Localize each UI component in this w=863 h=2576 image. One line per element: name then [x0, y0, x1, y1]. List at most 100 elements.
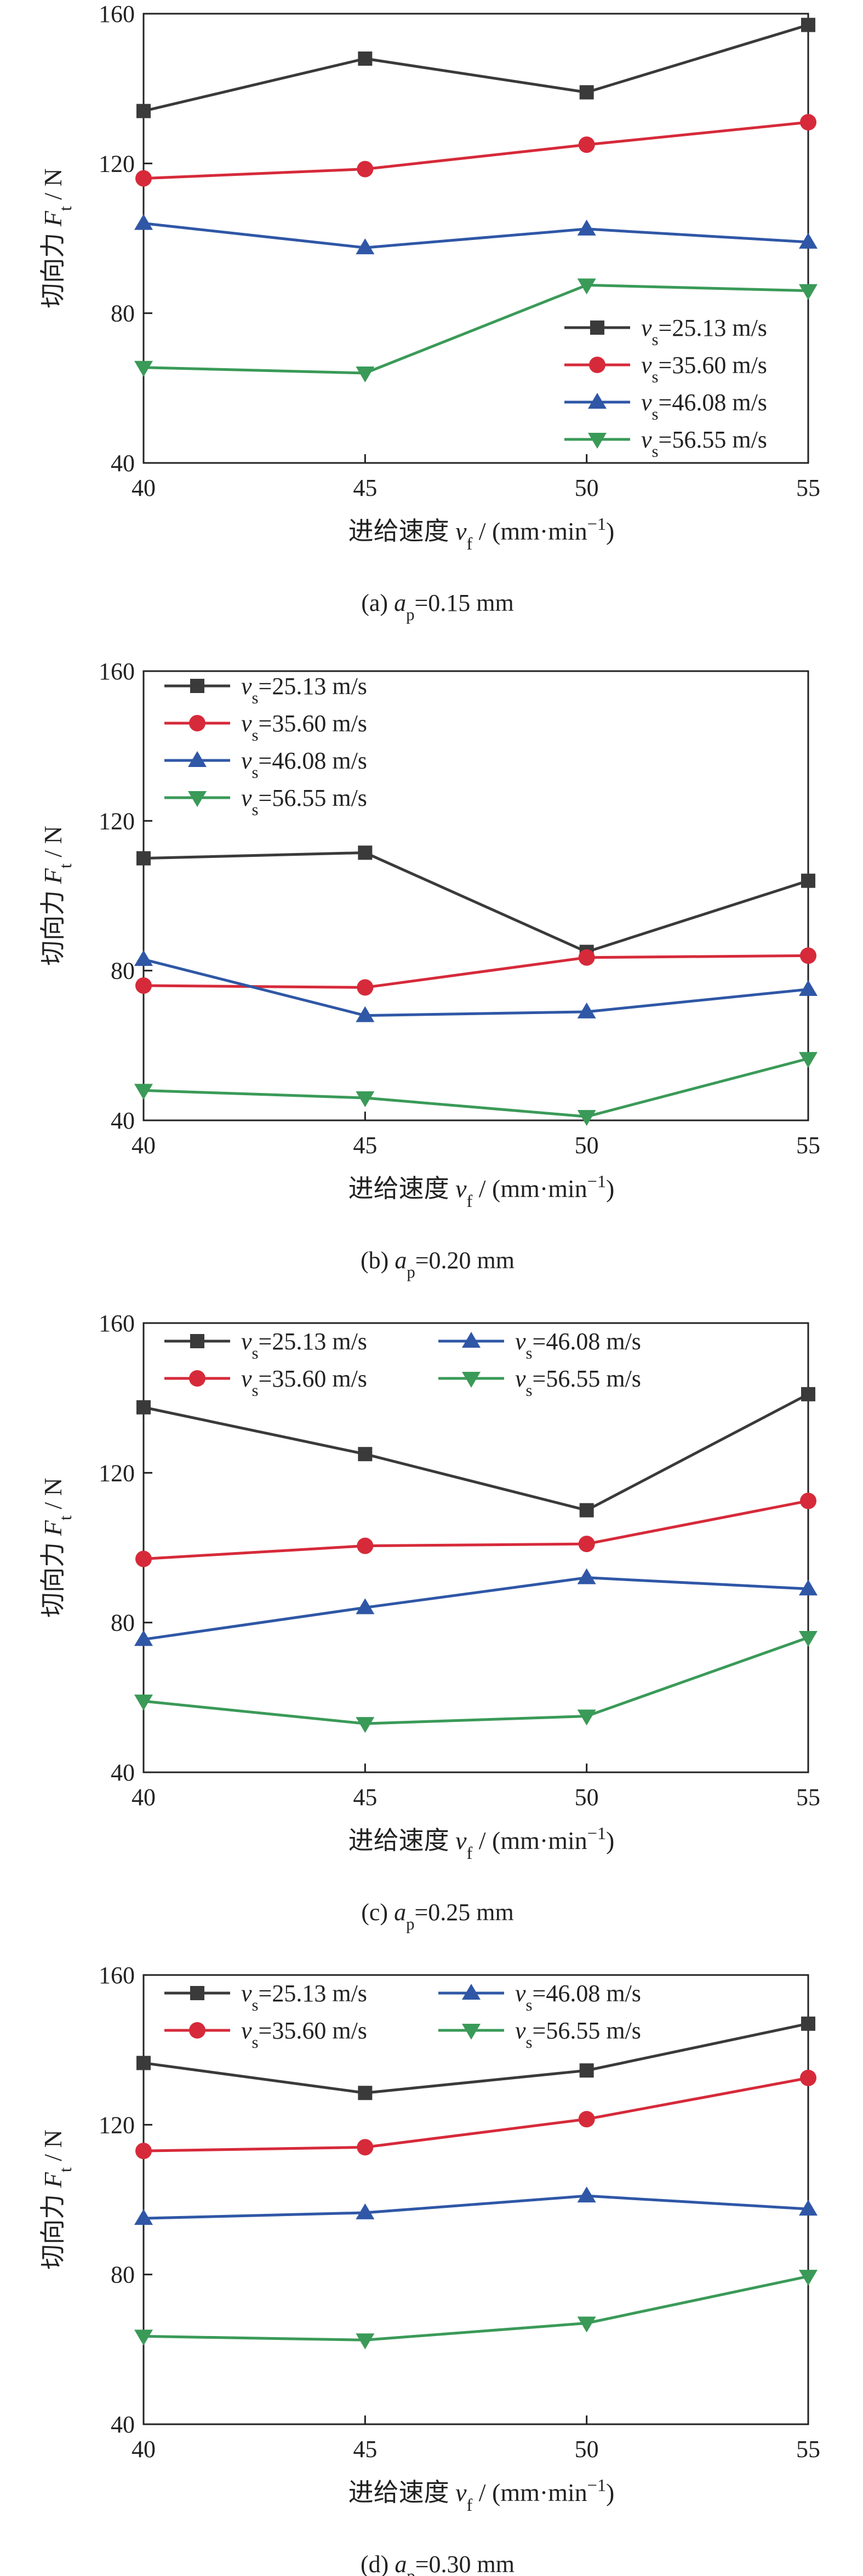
y-tick-label: 120 — [99, 2111, 135, 2138]
legend-label: vs=25.13 m/s — [641, 314, 767, 349]
data-point-square — [190, 679, 204, 693]
y-tick-label: 80 — [111, 1610, 135, 1636]
y-axis-title: 切向力 Ft / N — [39, 1478, 75, 1618]
data-point-triangle-down — [799, 284, 818, 300]
data-point-triangle-up — [577, 1002, 596, 1018]
x-axis-title: 进给速度 vf / (mm·min−1) — [348, 2475, 615, 2515]
data-point-square — [579, 85, 594, 100]
data-point-triangle-down — [462, 2024, 481, 2040]
data-point-triangle-down — [462, 1372, 481, 1388]
y-axis-title: 切向力 Ft / N — [39, 168, 75, 308]
data-point-circle — [135, 2143, 152, 2160]
legend: vs=25.13 m/svs=35.60 m/svs=46.08 m/svs=5… — [164, 1980, 641, 2052]
data-point-triangle-up — [356, 1006, 375, 1022]
data-point-triangle-down — [356, 1091, 375, 1107]
chart-panel-c: 40 80 120 160 40 45 50 55 进给速度 vf / (mm·min−1) 切向… — [39, 1310, 820, 1933]
series-1 — [136, 18, 815, 118]
series-4 — [134, 278, 818, 382]
data-point-square — [190, 1334, 204, 1348]
data-point-triangle-down — [134, 1084, 153, 1100]
data-point-triangle-down — [356, 2333, 375, 2350]
data-point-triangle-up — [356, 1598, 375, 1615]
legend-entry: vs=46.08 m/s — [564, 389, 767, 423]
legend: vs=25.13 m/svs=35.60 m/svs=46.08 m/svs=5… — [564, 314, 767, 461]
legend-entry: vs=56.55 m/s — [438, 1365, 641, 1400]
data-point-square — [136, 104, 151, 118]
series-line — [143, 222, 809, 249]
legend-label: vs=46.08 m/s — [641, 389, 767, 423]
legend-entry: vs=35.60 m/s — [164, 1365, 367, 1400]
y-tick-label: 120 — [99, 808, 135, 834]
legend-label: vs=56.55 m/s — [641, 426, 767, 461]
legend-entry: vs=25.13 m/s — [164, 1328, 367, 1363]
data-point-triangle-down — [134, 360, 153, 377]
x-tick-label: 50 — [575, 1132, 599, 1159]
legend-label: vs=35.60 m/s — [241, 1365, 367, 1400]
x-tick-label: 45 — [353, 2436, 377, 2463]
data-point-triangle-down — [588, 433, 607, 449]
data-point-triangle-down — [577, 1110, 596, 1126]
x-tick-label: 45 — [353, 474, 377, 501]
data-point-square — [801, 2016, 815, 2031]
x-tick-label: 55 — [796, 1132, 820, 1159]
series-line — [143, 283, 809, 375]
data-point-square — [579, 1503, 594, 1518]
series-1 — [136, 2016, 815, 2100]
y-tick-label: 80 — [111, 2262, 135, 2288]
data-point-triangle-down — [799, 1052, 818, 1068]
series-line — [143, 851, 809, 953]
data-point-circle — [578, 949, 595, 966]
legend-label: vs=56.55 m/s — [241, 785, 367, 819]
legend-entry: vs=56.55 m/s — [164, 785, 367, 819]
data-point-square — [801, 18, 815, 32]
legend-label: vs=46.08 m/s — [515, 1980, 641, 2014]
legend-entry: vs=25.13 m/s — [164, 673, 367, 707]
data-point-square — [190, 1986, 204, 2000]
legend-label: vs=56.55 m/s — [515, 1365, 641, 1400]
data-point-square — [358, 1447, 373, 1462]
data-point-triangle-up — [588, 393, 607, 409]
data-point-triangle-down — [356, 1717, 375, 1733]
legend-entry: vs=25.13 m/s — [564, 314, 767, 349]
data-point-circle — [578, 1536, 595, 1553]
legend-entry: vs=56.55 m/s — [438, 2017, 641, 2052]
data-point-square — [579, 2063, 594, 2078]
chart-panel-b: 40 80 120 160 40 45 50 55 进给速度 vf / (mm·min−1) 切向… — [39, 658, 820, 1281]
y-tick-label: 40 — [111, 2411, 135, 2438]
legend-entry: vs=35.60 m/s — [164, 2017, 367, 2052]
series-4 — [134, 1052, 818, 1126]
data-point-square — [358, 51, 373, 66]
plot-frame — [142, 1322, 809, 1773]
x-tick-label: 40 — [132, 474, 156, 501]
data-point-triangle-down — [188, 791, 207, 807]
x-tick-label: 50 — [575, 1784, 599, 1811]
data-point-circle — [800, 1492, 816, 1509]
data-point-circle — [357, 1537, 374, 1554]
x-tick-label: 40 — [132, 2436, 156, 2463]
series-1 — [136, 1387, 815, 1518]
data-point-triangle-up — [356, 238, 375, 255]
x-tick-label: 50 — [575, 2436, 599, 2463]
y-axis-title: 切向力 Ft / N — [39, 826, 75, 966]
y-tick-label: 80 — [111, 300, 135, 327]
legend-entry: vs=46.08 m/s — [164, 747, 367, 782]
legend-label: vs=25.13 m/s — [241, 1328, 367, 1363]
data-point-triangle-down — [577, 278, 596, 295]
x-tick-label: 55 — [796, 474, 820, 501]
data-point-circle — [135, 1550, 152, 1567]
data-point-triangle-up — [462, 1332, 481, 1348]
legend-label: vs=56.55 m/s — [515, 2017, 641, 2052]
data-point-triangle-up — [799, 232, 818, 249]
data-point-triangle-down — [577, 2316, 596, 2333]
data-point-circle — [189, 715, 205, 731]
series-line — [143, 1393, 809, 1512]
series-2 — [135, 2069, 816, 2160]
series-line — [143, 958, 809, 1017]
data-point-triangle-up — [799, 2200, 818, 2216]
data-point-circle — [357, 2139, 374, 2156]
y-tick-label: 120 — [99, 1459, 135, 1486]
data-point-triangle-up — [577, 1568, 596, 1584]
series-line — [143, 2194, 809, 2220]
series-line — [143, 2275, 809, 2342]
data-point-triangle-up — [134, 950, 153, 966]
